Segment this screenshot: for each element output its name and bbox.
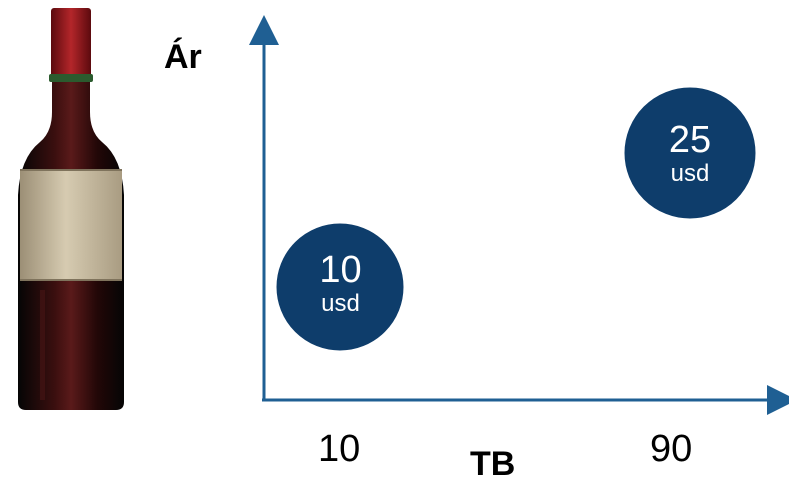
x-tick-label: 10 xyxy=(318,428,361,470)
bubble-label: 10 usd xyxy=(278,250,403,318)
wine-bottle-icon xyxy=(18,8,124,410)
x-axis-title: TB xyxy=(470,445,516,483)
bubble-unit: usd xyxy=(670,160,710,187)
bubble-value: 10 xyxy=(319,249,362,291)
data-bubble xyxy=(621,84,759,222)
bubble-value: 25 xyxy=(668,119,712,161)
x-tick-label: 90 xyxy=(650,428,693,470)
bubble-label: 25 usd xyxy=(625,120,755,188)
y-axis-title: Ár xyxy=(164,38,202,76)
data-bubble xyxy=(273,220,407,354)
bubble-unit: usd xyxy=(321,290,360,317)
